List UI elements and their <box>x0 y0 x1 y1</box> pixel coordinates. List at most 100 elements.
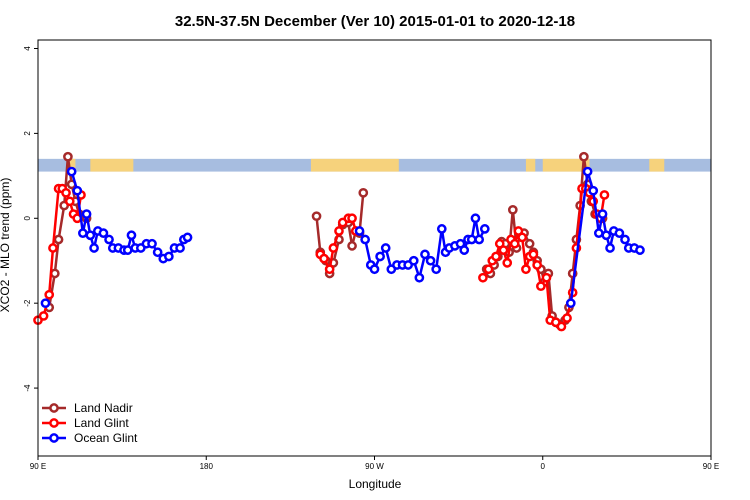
data-point <box>334 226 344 236</box>
data-point <box>541 272 552 283</box>
data-point <box>635 245 645 255</box>
y-tick-label: 0 <box>23 216 32 221</box>
data-point <box>380 243 391 253</box>
data-point <box>152 247 163 258</box>
legend-entry: Land Glint <box>42 416 129 430</box>
series-land-glint <box>33 183 610 332</box>
data-point <box>53 234 64 245</box>
legend-entry: Ocean Glint <box>42 431 138 445</box>
data-point <box>147 238 157 249</box>
y-tick-label: -4 <box>23 384 32 392</box>
data-point <box>358 187 369 198</box>
data-point <box>375 251 385 262</box>
series-layer <box>33 151 645 332</box>
land-ocean-band <box>38 158 711 172</box>
data-point <box>582 166 593 177</box>
data-point <box>565 298 576 309</box>
data-point <box>122 245 133 255</box>
legend-marker <box>49 403 59 413</box>
land-segment <box>542 158 590 172</box>
data-point <box>509 238 520 249</box>
data-point <box>524 238 535 249</box>
data-point <box>517 232 528 243</box>
data-point <box>420 249 430 260</box>
data-point <box>536 281 546 292</box>
data-point <box>347 241 357 251</box>
data-point <box>182 232 193 243</box>
data-point <box>593 228 604 238</box>
data-point <box>556 321 567 332</box>
data-point <box>498 245 509 255</box>
data-point <box>601 230 612 241</box>
land-segment <box>649 158 665 172</box>
data-point <box>64 196 75 207</box>
data-point <box>66 166 77 177</box>
data-point <box>98 228 109 238</box>
x-tick-label: 90 E <box>30 462 46 471</box>
axes: 90 E 180 90 W 0 90 E 4 2 0 -2 -4 <box>23 39 719 471</box>
data-point <box>354 226 365 236</box>
data-point <box>85 230 96 241</box>
land-segment <box>525 158 536 172</box>
legend-label: Land Nadir <box>74 401 133 415</box>
data-point <box>425 255 436 266</box>
data-point <box>40 298 51 309</box>
data-point <box>597 209 608 219</box>
data-point <box>72 185 83 196</box>
data-point <box>470 213 481 224</box>
land-segment <box>310 158 399 172</box>
legend-label: Ocean Glint <box>74 431 138 445</box>
data-point <box>466 234 477 245</box>
x-axis-label: Longitude <box>349 477 402 491</box>
y-tick-label: 4 <box>23 46 32 51</box>
legend-label: Land Glint <box>74 416 129 430</box>
data-point <box>588 185 599 196</box>
x-tick-label: 0 <box>541 462 546 471</box>
y-axis-label: XCO2 - MLO trend (ppm) <box>0 178 12 313</box>
x-tick-label: 180 <box>200 462 214 471</box>
x-tick-label: 90 W <box>365 462 384 471</box>
series-ocean-glint <box>40 166 645 309</box>
y-tick-label: -2 <box>23 299 32 307</box>
data-point <box>63 151 73 162</box>
data-point <box>436 224 447 234</box>
data-point <box>44 289 55 300</box>
data-point <box>620 234 630 245</box>
chart-title: 32.5N-37.5N December (Ver 10) 2015-01-01… <box>175 13 575 30</box>
data-point <box>164 251 174 262</box>
data-point <box>502 258 513 268</box>
data-point <box>459 245 470 255</box>
data-point <box>61 187 71 198</box>
data-point <box>474 234 485 245</box>
data-point <box>104 234 114 245</box>
data-point <box>507 204 518 215</box>
data-point <box>408 255 419 266</box>
legend-marker <box>49 433 59 443</box>
data-point <box>48 243 58 253</box>
data-point <box>78 228 88 238</box>
data-point <box>605 243 615 253</box>
data-point <box>528 249 539 260</box>
data-point <box>414 272 425 283</box>
data-point <box>579 151 589 162</box>
data-point <box>347 213 357 224</box>
x-tick-label: 90 E <box>703 462 719 471</box>
data-point <box>478 272 488 283</box>
data-point <box>360 234 371 245</box>
data-point <box>38 311 49 321</box>
data-point <box>369 264 380 275</box>
data-point <box>614 228 625 238</box>
data-point <box>479 224 490 234</box>
data-point <box>311 211 322 222</box>
data-point <box>89 243 99 253</box>
data-point <box>175 243 185 253</box>
data-point <box>126 230 137 241</box>
data-point <box>319 253 329 264</box>
legend-marker <box>49 418 59 428</box>
data-point <box>599 190 610 200</box>
data-point <box>328 243 339 253</box>
y-tick-label: 2 <box>23 131 32 136</box>
data-point <box>81 209 92 219</box>
